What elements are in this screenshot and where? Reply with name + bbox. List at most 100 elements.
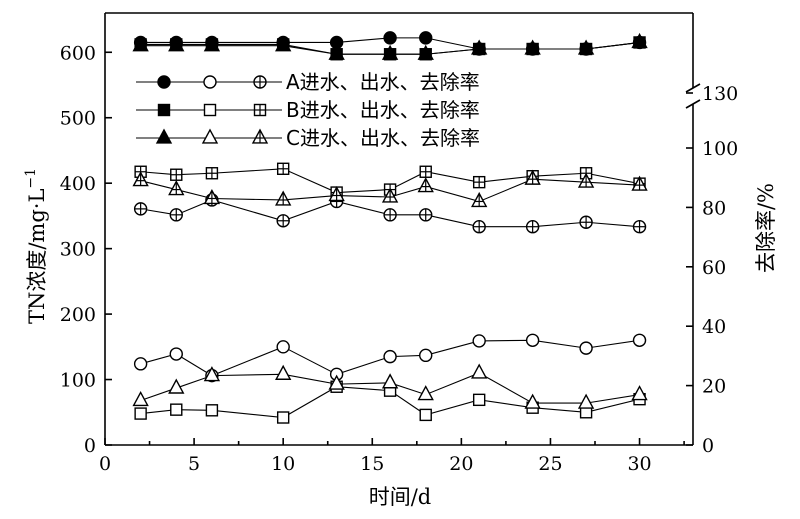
legend-label: A进水、出水、去除率 [286, 70, 480, 94]
data-point [419, 165, 432, 178]
y-axis-label-text: TN浓度/mg·L [25, 189, 49, 324]
y2-tick-label: 80 [702, 197, 726, 219]
data-point [472, 175, 486, 189]
data-point [381, 44, 399, 60]
y-tick-label: 300 [60, 239, 96, 261]
y-axis-label: TN浓度/mg·L−1 [23, 168, 49, 324]
data-point [472, 334, 486, 348]
y-axis-label-superscript: −1 [23, 168, 39, 189]
legend-marker-removal [253, 75, 267, 89]
marker-circle [133, 357, 148, 371]
data-point [275, 190, 292, 206]
marker-triangle [577, 39, 595, 55]
marker-triangle [275, 36, 292, 52]
marker-circle [169, 347, 183, 361]
data-point [577, 39, 595, 55]
data-point [170, 403, 183, 416]
x-tick-label: 25 [538, 453, 562, 475]
data-point [168, 36, 185, 52]
marker-triangle [471, 39, 488, 55]
marker-square [157, 103, 171, 117]
data-point [170, 168, 183, 181]
marker-triangle [203, 366, 221, 382]
marker-triangle [631, 32, 648, 49]
marker-square [170, 403, 183, 416]
legend-marker-removal [251, 128, 269, 144]
x-tick-label: 30 [627, 453, 651, 475]
marker-triangle [524, 393, 541, 409]
data-point [471, 191, 488, 208]
data-point [524, 393, 541, 409]
series-A-effluent [133, 333, 647, 383]
data-point [631, 175, 648, 191]
data-point [203, 36, 221, 52]
data-point [169, 208, 183, 222]
data-point [134, 407, 147, 420]
data-point [205, 167, 219, 180]
axis-ticks: 0 5 10 15 20 25 300100200300400500600020406080… [60, 42, 739, 475]
y-tick-label: 200 [60, 304, 96, 326]
data-point [417, 177, 434, 193]
data-point [472, 393, 486, 407]
marker-square [203, 103, 217, 117]
marker-square [134, 407, 147, 420]
x-tick-label: 0 [99, 453, 111, 475]
data-point [205, 404, 219, 417]
marker-triangle [471, 363, 488, 379]
data-point [328, 374, 345, 390]
data-point [525, 333, 540, 347]
legend-entry: C进水、出水、去除率 [136, 126, 480, 150]
marker-circle [579, 341, 593, 355]
data-point [276, 162, 290, 175]
data-point [133, 357, 148, 371]
data-point [525, 220, 540, 234]
y-tick-label: 0 [84, 435, 96, 457]
data-point [133, 202, 148, 216]
marker-triangle [203, 36, 221, 52]
data-point [417, 385, 434, 401]
x-tick-label: 15 [360, 453, 384, 475]
marker-circle [203, 75, 217, 89]
marker-circle [419, 348, 433, 363]
y2-tick-label: 100 [702, 138, 738, 160]
data-point [524, 169, 541, 185]
legend-marker-effluent [203, 75, 217, 89]
data-point [383, 208, 397, 222]
x-tick-label: 10 [271, 453, 295, 475]
data-point [276, 340, 290, 354]
legend-label: C进水、出水、去除率 [286, 126, 480, 150]
data-point [419, 31, 433, 45]
marker-circle [419, 31, 433, 45]
marker-triangle [381, 44, 399, 60]
legend-entry: A进水、出水、去除率 [136, 70, 480, 94]
legend-marker-effluent [203, 103, 217, 117]
data-point [132, 390, 149, 407]
marker-triangle [155, 128, 173, 144]
marker-square [276, 411, 290, 424]
data-point [168, 180, 185, 196]
marker-triangle [132, 390, 149, 407]
marker-triangle [524, 39, 541, 55]
data-point [132, 36, 149, 52]
data-point [381, 373, 399, 389]
series-C-removal [132, 169, 648, 208]
data-point [417, 44, 434, 60]
data-point [419, 208, 433, 222]
marker-triangle [417, 385, 434, 401]
data-point [383, 349, 397, 364]
legend-marker-effluent [201, 128, 219, 144]
axis-break-mark [685, 83, 701, 93]
data-point [471, 363, 488, 379]
data-point [579, 341, 593, 355]
data-point [276, 411, 290, 424]
data-point [524, 39, 541, 55]
marker-square [472, 393, 486, 407]
marker-circle [632, 333, 647, 347]
marker-triangle [381, 373, 399, 389]
legend: A进水、出水、去除率 B进水、出水、去除率 C进水、出水、去除率 [136, 70, 480, 150]
data-point [275, 364, 292, 380]
y2-tick-label: 20 [702, 376, 726, 398]
data-point [632, 220, 647, 234]
data-point [203, 366, 221, 382]
